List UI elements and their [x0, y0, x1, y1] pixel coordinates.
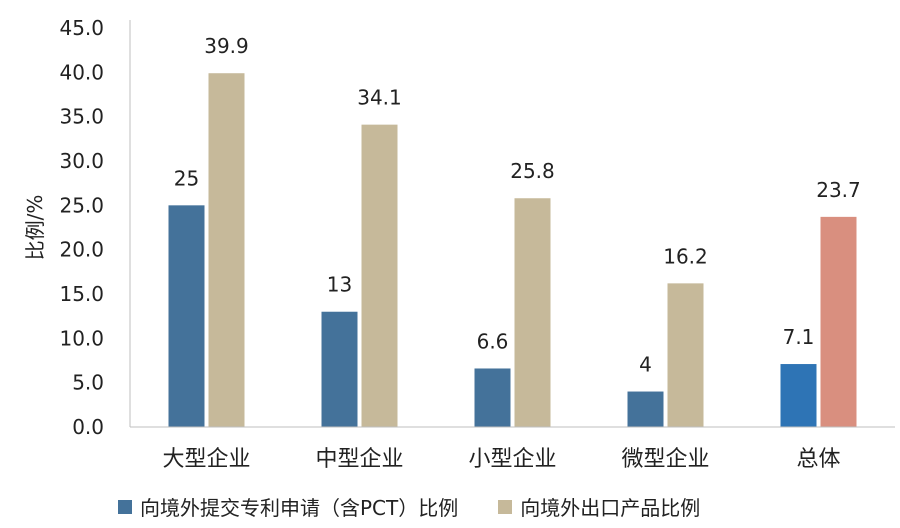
- y-tick-label: 10.0: [59, 326, 104, 350]
- data-label-export-0: 39.9: [204, 34, 249, 58]
- x-tick-label: 微型企业: [621, 447, 709, 472]
- y-axis: 0.0 5.0 10.0 15.0 20.0 25.0 30.0 35.0 40.0 45.0 比例…: [23, 16, 131, 439]
- legend: 向境外提交专利申请（含PCT）比例 向境外出口产品比例: [118, 492, 700, 521]
- data-label-patent-0: 25: [174, 166, 199, 190]
- bar-patent-3: [627, 391, 664, 427]
- data-label-export-3: 16.2: [663, 244, 708, 268]
- legend-swatch-export: [498, 499, 513, 514]
- y-tick-label: 25.0: [59, 193, 104, 217]
- bar-export-2: [514, 198, 551, 427]
- bar-patent-4: [780, 364, 817, 427]
- data-label-export-1: 34.1: [357, 86, 402, 110]
- bar-patent-0: [168, 205, 205, 427]
- x-tick-label: 中型企业: [315, 447, 403, 472]
- bar-export-4: [820, 216, 857, 427]
- y-axis-label: 比例/%: [23, 195, 47, 261]
- y-tick-label: 35.0: [59, 105, 104, 129]
- y-tick-label: 15.0: [59, 282, 104, 306]
- y-tick-label: 20.0: [59, 238, 104, 262]
- bar-patent-1: [321, 311, 358, 427]
- bar-patent-2: [474, 368, 511, 427]
- x-tick-label: 大型企业: [162, 447, 250, 472]
- data-label-patent-4: 7.1: [783, 325, 815, 349]
- bar-export-0: [208, 73, 245, 427]
- x-tick-label: 总体: [796, 447, 840, 472]
- data-label-patent-3: 4: [639, 353, 652, 377]
- y-tick-label: 30.0: [59, 149, 104, 173]
- data-label-patent-2: 6.6: [477, 329, 509, 353]
- bar-export-3: [667, 283, 704, 427]
- y-tick-label: 40.0: [59, 60, 104, 84]
- legend-item-export: 向境外出口产品比例: [498, 492, 700, 521]
- data-label-export-2: 25.8: [510, 159, 555, 183]
- bar-export-1: [361, 124, 398, 427]
- legend-label-patent: 向境外提交专利申请（含PCT）比例: [140, 496, 459, 520]
- y-tick-label: 45.0: [59, 16, 104, 40]
- y-tick-label: 5.0: [72, 371, 104, 395]
- bars-group: 25 39.9 13 34.1 6.6 25.8 4 16.2 7.1 23.7: [168, 34, 861, 427]
- data-label-export-4: 23.7: [816, 178, 861, 202]
- legend-label-export: 向境外出口产品比例: [520, 496, 701, 520]
- bar-chart: 0.0 5.0 10.0 15.0 20.0 25.0 30.0 35.0 40.0 45.0 比例…: [23, 16, 895, 472]
- legend-swatch-patent: [118, 499, 132, 514]
- x-tick-label: 小型企业: [468, 447, 556, 472]
- data-label-patent-1: 13: [327, 273, 352, 297]
- legend-item-patent: 向境外提交专利申请（含PCT）比例: [118, 492, 458, 521]
- y-tick-label: 0.0: [72, 415, 104, 439]
- x-axis: 大型企业 中型企业 小型企业 微型企业 总体: [130, 426, 895, 472]
